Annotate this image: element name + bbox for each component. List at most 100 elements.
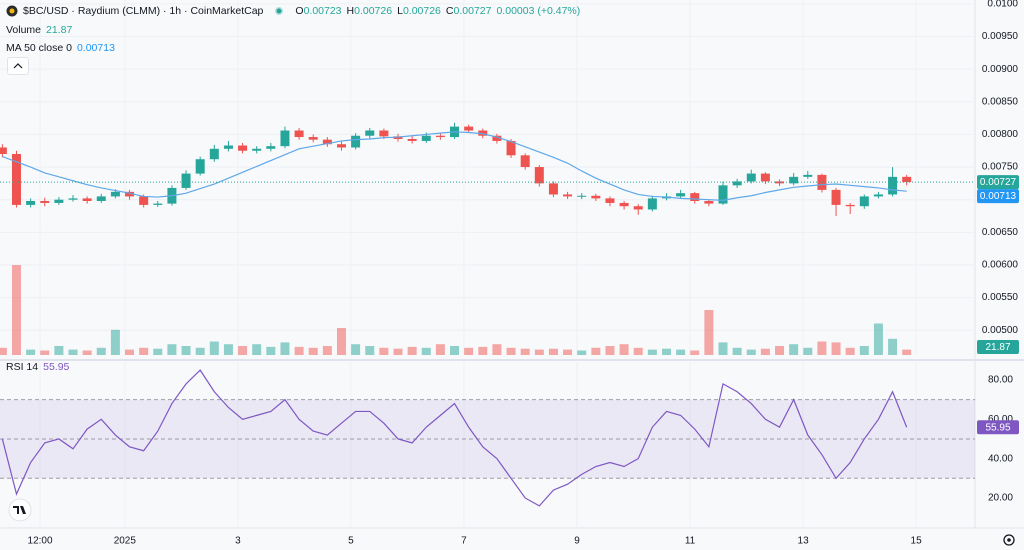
candle-body xyxy=(548,183,558,195)
volume-bar xyxy=(647,349,657,355)
candle-body xyxy=(534,167,544,184)
rsi-tag: 55.95 xyxy=(977,420,1019,435)
volume-legend: Volume 21.87 xyxy=(6,24,72,36)
y-tick-label: 0.00550 xyxy=(982,292,1019,303)
rsi-tick-label: 20.00 xyxy=(988,493,1013,504)
candle-body xyxy=(407,138,417,141)
volume-bar xyxy=(153,348,163,355)
candle-body xyxy=(888,176,898,195)
candles xyxy=(0,122,912,217)
candle-body xyxy=(435,135,445,138)
x-tick-label: 2025 xyxy=(114,536,137,547)
volume-bar xyxy=(817,341,827,355)
x-tick-label: 3 xyxy=(235,536,241,547)
candle-body xyxy=(619,202,629,207)
candle-body xyxy=(746,173,756,182)
candle-body xyxy=(760,173,770,182)
y-tick-label: 0.00950 xyxy=(982,31,1019,42)
volume-bar xyxy=(704,310,714,355)
volume-bar xyxy=(690,350,700,355)
logo-badge xyxy=(8,498,32,522)
volume-bar xyxy=(110,329,120,355)
price-tag-bg xyxy=(977,175,1019,190)
candle-body xyxy=(96,196,106,201)
x-tick-label: 7 xyxy=(461,536,467,547)
candle-body xyxy=(520,155,530,168)
candle-body xyxy=(195,159,205,174)
volume-bar xyxy=(873,323,883,355)
volume-bar xyxy=(308,347,318,355)
volume-bar xyxy=(464,347,474,355)
candle-body xyxy=(803,174,813,177)
rsi-value: 55.95 xyxy=(43,361,70,373)
volume-bar xyxy=(520,348,530,355)
y-tick-label: 0.0100 xyxy=(987,0,1018,10)
volume-bar xyxy=(54,346,64,355)
rsi-line xyxy=(1,369,908,507)
volume-bar xyxy=(167,344,177,355)
x-tick-label: 15 xyxy=(911,536,923,547)
x-tick-label: 9 xyxy=(574,536,580,547)
candle-body xyxy=(831,189,841,205)
x-tick-label: 11 xyxy=(685,536,696,547)
volume-bar xyxy=(0,347,7,355)
volume-tag-text: 21.87 xyxy=(985,342,1010,353)
candle-body xyxy=(11,154,21,205)
ohlc-value: 0.00726 xyxy=(402,5,441,17)
ma-tag-bg xyxy=(977,189,1019,204)
candle-body xyxy=(718,185,728,204)
volume-bar xyxy=(407,346,417,355)
volume-bar xyxy=(11,265,21,355)
volume-bar xyxy=(96,347,106,355)
volume-bar xyxy=(393,348,403,355)
candle-body xyxy=(68,198,78,200)
volume-bar xyxy=(633,347,643,355)
ohlc-key: O xyxy=(295,5,304,17)
volume-bar xyxy=(831,342,841,355)
candle-body xyxy=(181,173,191,188)
candle-body xyxy=(676,193,686,197)
candle-body xyxy=(110,191,120,197)
volume-bar xyxy=(548,348,558,355)
ohlc-item: H0.00726 xyxy=(347,5,393,17)
candle-body xyxy=(775,181,785,184)
ohlc-key: L xyxy=(397,5,403,17)
candle-body xyxy=(591,195,601,199)
volume-bar xyxy=(563,349,573,355)
volume-bar xyxy=(252,344,262,355)
volume-bar xyxy=(577,350,587,355)
ohlc-value: 0.00723 xyxy=(303,5,342,17)
ohlc-item: O0.00723 xyxy=(295,5,341,17)
volume-bar xyxy=(845,347,855,355)
candle-body xyxy=(690,193,700,201)
settings-button[interactable] xyxy=(1003,534,1015,546)
volume-bar xyxy=(506,347,516,355)
candle-body xyxy=(209,148,219,160)
volume-tag: 21.87 xyxy=(977,340,1019,354)
candle-body xyxy=(308,137,318,140)
volume-bar xyxy=(26,349,36,355)
ohlc-value: 0.00726 xyxy=(354,5,393,17)
ma-name: MA 50 close 0 xyxy=(6,42,72,54)
candle-body xyxy=(732,181,742,186)
volume-bars xyxy=(0,265,912,355)
candle-body xyxy=(40,200,50,203)
ohlc-item: L0.00726 xyxy=(397,5,441,17)
volume-bar xyxy=(619,344,629,355)
ohlc-legend: O0.00723 H0.00726 L0.00726 C0.00727 xyxy=(295,5,491,17)
ma-legend: MA 50 close 0 0.00713 xyxy=(6,42,115,54)
tradingview-logo[interactable] xyxy=(8,498,32,522)
logo-mark xyxy=(13,506,26,514)
volume-bar xyxy=(336,328,346,355)
volume-bar xyxy=(775,346,785,355)
volume-bar xyxy=(718,342,728,355)
collapse-legend-button[interactable] xyxy=(7,57,29,75)
candle-body xyxy=(365,130,375,136)
gear-icon xyxy=(1003,534,1015,546)
candle-body xyxy=(266,146,276,149)
candle-body xyxy=(577,195,587,197)
volume-bar xyxy=(322,346,332,355)
volume-bar xyxy=(365,346,375,355)
